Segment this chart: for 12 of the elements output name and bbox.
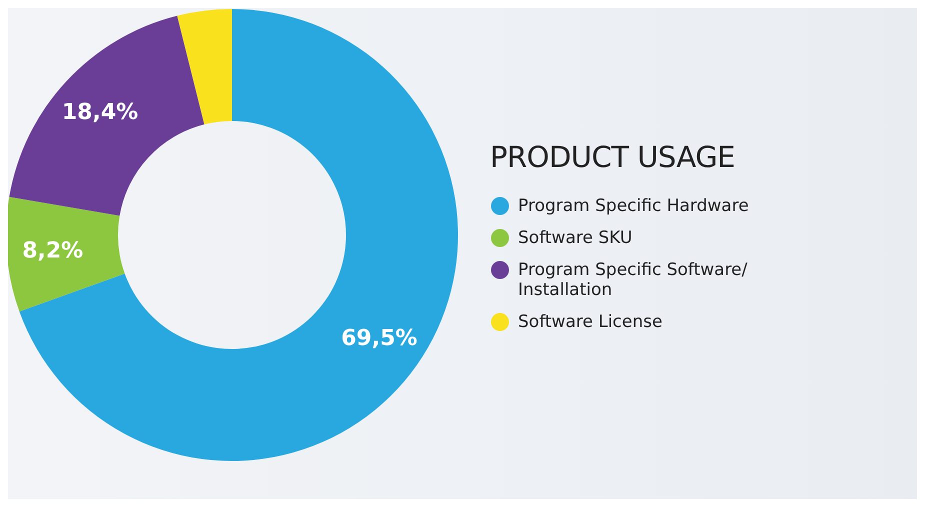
legend-label: Software License (518, 312, 662, 332)
legend-label: Program Specific Hardware (518, 196, 749, 216)
data-label: 18,4% (62, 100, 138, 126)
donut-slice (8, 196, 125, 312)
legend-label: Program Specific Software/ Installation (518, 260, 748, 300)
legend-label: Software SKU (518, 228, 632, 248)
donut-slice (9, 16, 204, 216)
data-label: 69,5% (341, 326, 418, 351)
text: PRODUCT USAGE (490, 140, 736, 174)
data-label: 8,2% (22, 238, 84, 264)
donut-slice (19, 9, 458, 461)
donut-slice (177, 9, 232, 124)
